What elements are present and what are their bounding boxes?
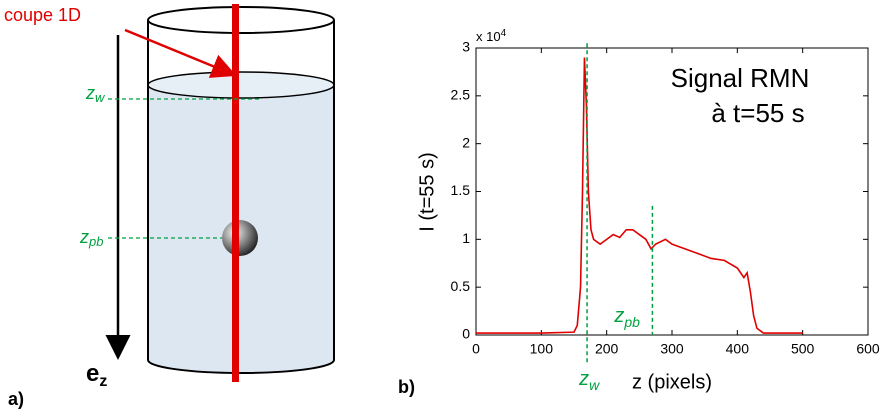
y-tick-label: 2 (462, 134, 470, 150)
y-tick-label: 1 (462, 230, 470, 246)
x-tick-label: 200 (595, 341, 619, 357)
zw-label: zw (85, 83, 106, 106)
cut-label: coupe 1D (4, 5, 81, 25)
y-tick-label: 0 (462, 326, 470, 342)
y-tick-label: 3 (462, 39, 470, 55)
panel-label: b) (398, 377, 415, 397)
marker-label-base: z (613, 305, 624, 327)
marker-label-base: z (578, 368, 589, 390)
x-tick-label: 0 (472, 341, 480, 357)
annotation: à t=55 s (711, 98, 804, 128)
signal-line (476, 57, 803, 334)
y-multiplier: x 104 (476, 28, 507, 45)
marker-label-sub: pb (623, 314, 640, 330)
zpb-label: zpb (79, 227, 103, 250)
x-tick-label: 400 (726, 341, 750, 357)
marker-label: zw (578, 368, 600, 392)
x-tick-label: 600 (856, 341, 880, 357)
y-tick-label: 1.5 (451, 182, 471, 198)
marker-label-sub: w (589, 377, 600, 393)
x-tick-label: 100 (530, 341, 554, 357)
y-tick-label: 2.5 (451, 87, 471, 103)
cylinder (105, 4, 335, 382)
annotation: Signal RMN (671, 63, 810, 93)
ez-label: ez (86, 360, 107, 390)
y-axis-label: I (t=55 s) (416, 152, 438, 231)
marker-label: zpb (613, 305, 640, 329)
y-tick-label: 0.5 (451, 278, 471, 294)
x-axis-label: z (pixels) (632, 371, 712, 393)
x-tick-label: 300 (660, 341, 684, 357)
x-tick-label: 500 (791, 341, 815, 357)
panel-label: a) (8, 389, 24, 409)
